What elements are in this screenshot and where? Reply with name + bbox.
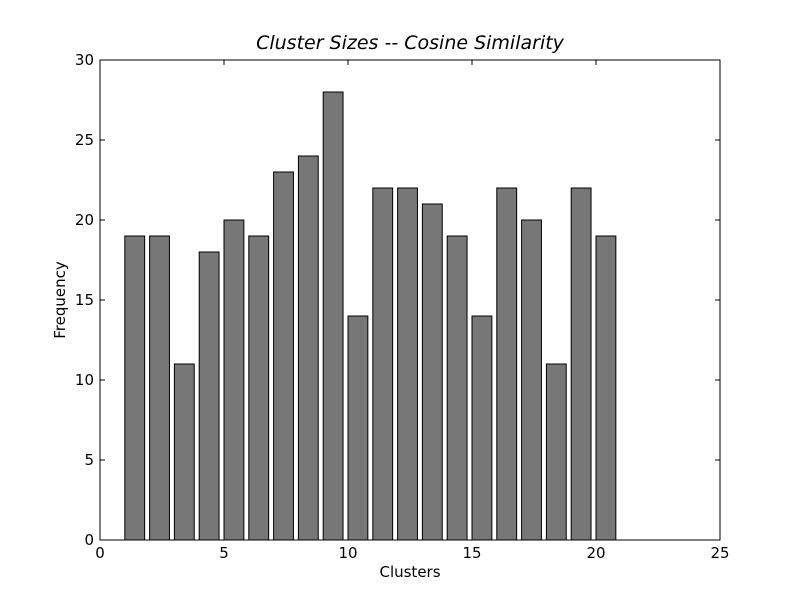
bar-cluster-14: [446, 235, 468, 541]
y-tick-label-10: 10: [75, 371, 94, 389]
bar-cluster-5: [223, 219, 245, 541]
bar-cluster-19: [570, 187, 592, 541]
y-tick-label-25: 25: [75, 131, 94, 149]
bar-cluster-4: [198, 251, 220, 541]
y-axis-label: Frequency: [51, 261, 69, 339]
bar-cluster-9: [322, 91, 344, 541]
x-tick-label-25: 25: [710, 544, 729, 562]
x-axis-label: Clusters: [379, 563, 440, 581]
bar-cluster-3: [173, 363, 195, 541]
bar-cluster-8: [297, 155, 319, 541]
bar-cluster-11: [372, 187, 394, 541]
x-tick-label-20: 20: [586, 544, 605, 562]
bar-cluster-13: [421, 203, 443, 541]
x-tick-label-0: 0: [95, 544, 105, 562]
bar-cluster-17: [521, 219, 542, 541]
bar-cluster-7: [273, 171, 294, 541]
bar-cluster-18: [545, 363, 567, 541]
bar-cluster-15: [471, 315, 493, 541]
bar-cluster-16: [496, 187, 518, 541]
bar-cluster-6: [248, 235, 270, 541]
bar-cluster-1: [124, 235, 146, 541]
bars-group: [124, 91, 617, 541]
chart-title: Cluster Sizes -- Cosine Similarity: [256, 32, 565, 54]
bar-cluster-10: [347, 315, 369, 541]
bar-cluster-20: [595, 235, 617, 541]
bar-cluster-12: [397, 187, 418, 541]
x-tick-label-5: 5: [219, 544, 229, 562]
y-tick-label-0: 0: [84, 531, 94, 549]
y-tick-label-15: 15: [75, 291, 94, 309]
y-tick-label-20: 20: [75, 211, 94, 229]
y-tick-label-5: 5: [84, 451, 94, 469]
x-axis-ticks: 0 5 10 15 20 25: [95, 60, 730, 562]
x-tick-label-10: 10: [338, 544, 357, 562]
x-tick-label-15: 15: [462, 544, 481, 562]
y-tick-label-30: 30: [75, 51, 94, 69]
y-axis-ticks: 0 5 10 15 20 25 30: [75, 51, 720, 549]
bar-cluster-2: [149, 235, 170, 541]
